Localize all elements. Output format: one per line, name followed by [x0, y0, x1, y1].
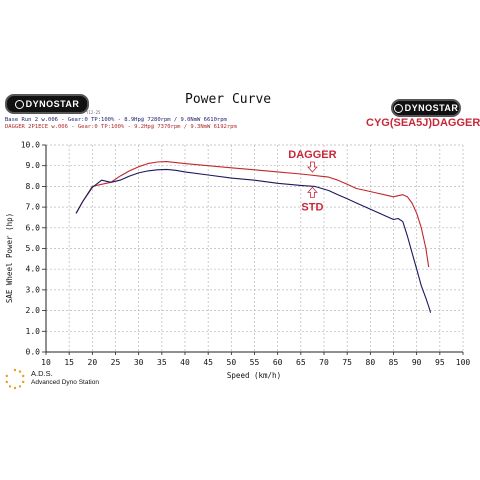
y-tick-label: 0.0: [26, 348, 41, 357]
x-tick-label: 65: [296, 358, 306, 367]
annotation-label-dagger: DAGGER: [288, 149, 336, 161]
small-code: Y12-25: [86, 110, 101, 115]
x-tick-label: 35: [157, 358, 167, 367]
y-axis-label: SAE Wheel Power (hp): [5, 213, 14, 303]
x-tick-label: 10: [41, 358, 51, 367]
annotation-label-std: STD: [301, 201, 323, 213]
ads-name: A.D.S.: [31, 369, 53, 378]
dynostar-logo-left: DYNOSTAR: [5, 94, 89, 114]
x-tick-label: 100: [456, 358, 471, 367]
y-tick-label: 4.0: [26, 265, 41, 274]
x-tick-label: 95: [435, 358, 445, 367]
x-tick-label: 90: [412, 358, 422, 367]
x-tick-label: 85: [389, 358, 399, 367]
grid: [46, 144, 464, 352]
run-info-base: Base Run 2 w.006 - Gear:0 TP:100% - 8.9H…: [5, 117, 227, 123]
x-tick-label: 50: [227, 358, 237, 367]
ads-logo-icon: [5, 368, 25, 390]
logo-left-text: DYNOSTAR: [25, 99, 80, 109]
annotation-arrow-dagger: [307, 161, 318, 173]
x-tick-label: 15: [64, 358, 74, 367]
run-info-dagger: DAGGER 2P1ECE w.006 - Gear:0 TP:100% - 9…: [5, 124, 237, 130]
y-tick-label: 8.0: [26, 182, 41, 191]
x-tick-label: 55: [250, 358, 260, 367]
series: [75, 161, 432, 313]
x-tick-label: 60: [273, 358, 283, 367]
dynostar-logo-right: DYNOSTAR: [391, 99, 461, 117]
logo-right-text: DYNOSTAR: [404, 103, 459, 113]
x-tick-label: 20: [88, 358, 98, 367]
y-tick-label: 6.0: [26, 223, 41, 232]
annotation-arrow-std: [307, 186, 318, 198]
y-tick-label: 9.0: [26, 161, 41, 170]
vehicle-label: CYG(SEA5J)DAGGER: [366, 117, 480, 129]
y-tick-label: 5.0: [26, 244, 41, 253]
y-tick-label: 10.0: [21, 141, 40, 150]
x-tick-label: 25: [111, 358, 121, 367]
y-tick-label: 3.0: [26, 285, 41, 294]
x-tick-label: 70: [319, 358, 329, 367]
x-tick-label: 45: [203, 358, 213, 367]
x-tick-label: 40: [180, 358, 190, 367]
chart-title: Power Curve: [185, 92, 272, 107]
annotations: DAGGER STD: [288, 149, 336, 213]
series-line-std: [75, 168, 432, 313]
y-tick-label: 7.0: [26, 203, 41, 212]
axes: 0.0 1.0 2.0 3.0 4.0 5.0 6.0 7.0 8.0 9.0 10.0 10 15 20…: [21, 141, 471, 368]
x-tick-label: 75: [342, 358, 352, 367]
y-tick-label: 1.0: [26, 327, 41, 336]
x-tick-label: 30: [134, 358, 144, 367]
ads-subtitle: Advanced Dyno Station: [31, 379, 99, 386]
x-axis-label: Speed (km/h): [227, 371, 281, 380]
x-tick-label: 80: [366, 358, 376, 367]
y-tick-label: 2.0: [26, 306, 41, 315]
series-line-dagger: [75, 161, 430, 268]
